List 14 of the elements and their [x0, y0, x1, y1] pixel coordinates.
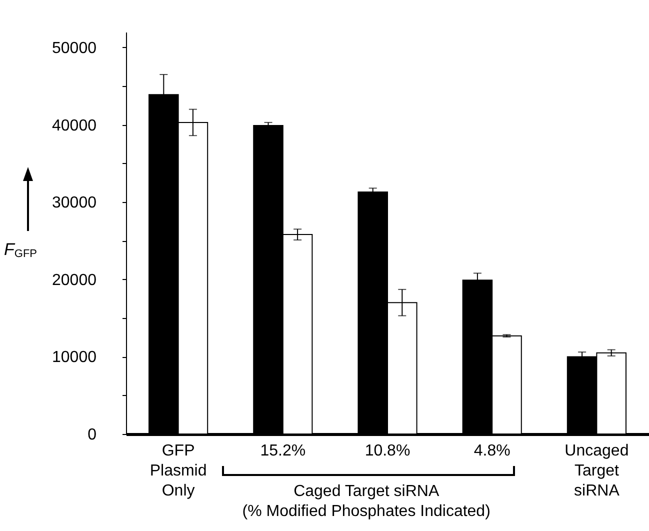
y-tick-label: 0 [88, 426, 97, 444]
text: Caged Target siRNA [294, 483, 440, 500]
x-tick-label: Uncaged Target siRNA [564, 442, 629, 500]
y-tick-label: 10000 [52, 349, 97, 366]
text: (% Modified Phosphates Indicated) [241, 502, 492, 522]
y-tick-label: 30000 [52, 194, 97, 212]
y-tick-label: 40000 [52, 117, 97, 134]
x-tick-label: 4.8% [474, 442, 510, 460]
x-tick-label: GFP Plasmid Only [150, 442, 207, 500]
x-tick-label: 15.2% [260, 442, 306, 460]
y-tick-label: 50000 [52, 40, 97, 57]
y-tick-label: 20000 [52, 272, 97, 289]
y-axis-title: F$_{GFP}$ [4, 240, 38, 260]
x-tick-label: 10.8% [364, 442, 410, 460]
